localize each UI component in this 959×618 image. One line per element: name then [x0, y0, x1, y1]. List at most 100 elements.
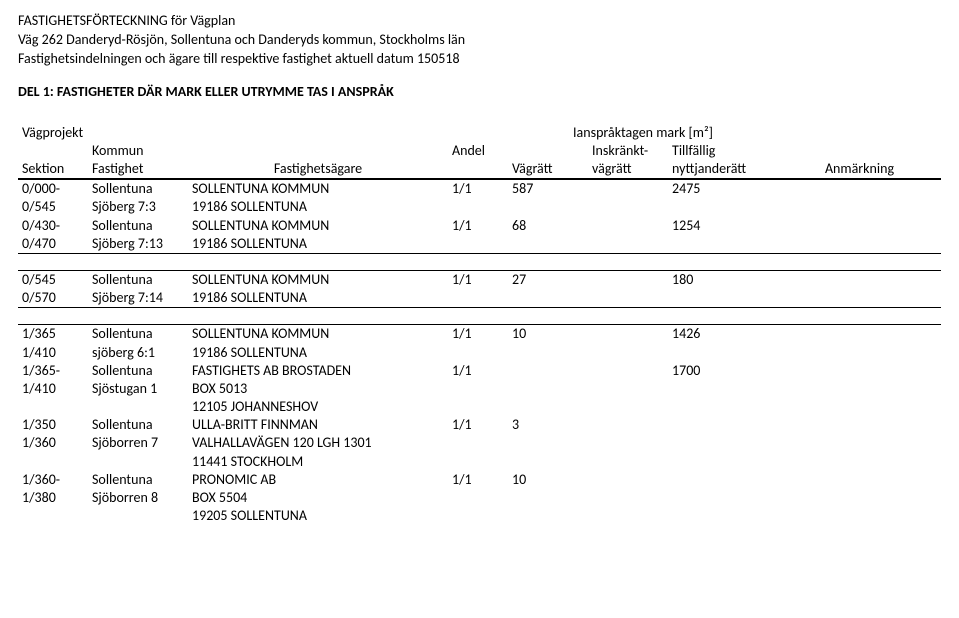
cell-owner: SOLLENTUNA KOMMUN: [188, 180, 448, 198]
cell-tillfallig: [668, 471, 778, 489]
hdr-sektion: Sektion: [18, 160, 88, 179]
hdr-vagratt: Vägrätt: [508, 160, 588, 179]
cell-sektion: 1/350: [18, 416, 88, 434]
cell-owner: 11441 STOCKHOLM: [188, 453, 448, 471]
cell-anmarkning: [778, 217, 941, 235]
cell-owner: 19186 SOLLENTUNA: [188, 289, 448, 308]
cell-andel: [448, 344, 508, 362]
table-row: 1/360-SollentunaPRONOMIC AB1/110: [18, 471, 941, 489]
cell-anmarkning: [778, 271, 941, 289]
cell-anmarkning: [778, 198, 941, 216]
cell-owner: PRONOMIC AB: [188, 471, 448, 489]
cell-tillfallig: [668, 198, 778, 216]
cell-anmarkning: [778, 453, 941, 471]
cell-kommun-fastighet: Sjöborren 7: [88, 434, 188, 452]
cell-anmarkning: [778, 398, 941, 416]
table-row: 1/365SollentunaSOLLENTUNA KOMMUN1/110142…: [18, 325, 941, 343]
cell-inskrankt: [588, 325, 668, 343]
cell-kommun-fastighet: Sollentuna: [88, 362, 188, 380]
cell-vagratt: 587: [508, 180, 588, 198]
cell-inskrankt: [588, 471, 668, 489]
cell-kommun-fastighet: Sollentuna: [88, 325, 188, 343]
cell-kommun-fastighet: Sollentuna: [88, 217, 188, 235]
table-row: 0/545SollentunaSOLLENTUNA KOMMUN1/127180: [18, 271, 941, 289]
cell-tillfallig: [668, 489, 778, 507]
table-row: 0/570Sjöberg 7:1419186 SOLLENTUNA: [18, 289, 941, 308]
cell-tillfallig: [668, 344, 778, 362]
cell-owner: VALHALLAVÄGEN 120 LGH 1301: [188, 434, 448, 452]
cell-andel: 1/1: [448, 271, 508, 289]
cell-andel: 1/1: [448, 217, 508, 235]
hdr-andel: Andel: [448, 142, 508, 160]
cell-vagratt: [508, 289, 588, 308]
cell-sektion: 0/000-: [18, 180, 88, 198]
cell-vagratt: [508, 507, 588, 525]
cell-inskrankt: [588, 416, 668, 434]
table-row: 19205 SOLLENTUNA: [18, 507, 941, 525]
cell-inskrankt: [588, 289, 668, 308]
cell-owner: 19205 SOLLENTUNA: [188, 507, 448, 525]
cell-andel: [448, 489, 508, 507]
cell-kommun-fastighet: [88, 398, 188, 416]
group-1-table: 0/545SollentunaSOLLENTUNA KOMMUN1/127180…: [18, 270, 941, 308]
cell-owner: BOX 5504: [188, 489, 448, 507]
cell-kommun-fastighet: Sjöborren 8: [88, 489, 188, 507]
cell-owner: SOLLENTUNA KOMMUN: [188, 217, 448, 235]
cell-kommun-fastighet: Sollentuna: [88, 416, 188, 434]
cell-andel: [448, 434, 508, 452]
cell-tillfallig: [668, 416, 778, 434]
table-row: 0/545Sjöberg 7:319186 SOLLENTUNA: [18, 198, 941, 216]
cell-andel: 1/1: [448, 471, 508, 489]
cell-inskrankt: [588, 271, 668, 289]
cell-owner: ULLA-BRITT FINNMAN: [188, 416, 448, 434]
cell-tillfallig: [668, 453, 778, 471]
cell-vagratt: 27: [508, 271, 588, 289]
table-row: 1/380Sjöborren 8BOX 5504: [18, 489, 941, 507]
cell-tillfallig: [668, 434, 778, 452]
cell-owner: 19186 SOLLENTUNA: [188, 198, 448, 216]
cell-andel: [448, 507, 508, 525]
cell-andel: [448, 398, 508, 416]
hdr-vagprojekt: Vägprojekt: [18, 124, 88, 142]
cell-anmarkning: [778, 235, 941, 254]
cell-sektion: 1/410: [18, 380, 88, 398]
table-row: 12105 JOHANNESHOV: [18, 398, 941, 416]
cell-inskrankt: [588, 453, 668, 471]
cell-kommun-fastighet: [88, 507, 188, 525]
cell-sektion: [18, 398, 88, 416]
cell-vagratt: 68: [508, 217, 588, 235]
cell-anmarkning: [778, 325, 941, 343]
cell-anmarkning: [778, 344, 941, 362]
cell-owner: SOLLENTUNA KOMMUN: [188, 271, 448, 289]
cell-sektion: [18, 507, 88, 525]
cell-andel: 1/1: [448, 416, 508, 434]
cell-owner: SOLLENTUNA KOMMUN: [188, 325, 448, 343]
cell-anmarkning: [778, 471, 941, 489]
table-row: 1/350SollentunaULLA-BRITT FINNMAN1/13: [18, 416, 941, 434]
cell-anmarkning: [778, 380, 941, 398]
cell-anmarkning: [778, 507, 941, 525]
cell-inskrankt: [588, 434, 668, 452]
cell-tillfallig: 1254: [668, 217, 778, 235]
page-root: FASTIGHETSFÖRTECKNING för Vägplan Väg 26…: [0, 0, 959, 525]
cell-vagratt: [508, 198, 588, 216]
cell-sektion: 1/360: [18, 434, 88, 452]
cell-kommun-fastighet: sjöberg 6:1: [88, 344, 188, 362]
hdr-fastighet: Fastighet: [88, 160, 188, 179]
cell-kommun-fastighet: Sjöberg 7:13: [88, 235, 188, 254]
cell-anmarkning: [778, 434, 941, 452]
cell-inskrankt: [588, 217, 668, 235]
cell-andel: 1/1: [448, 362, 508, 380]
group-1-body: 0/545SollentunaSOLLENTUNA KOMMUN1/127180…: [18, 271, 941, 308]
cell-vagratt: [508, 362, 588, 380]
table-row: 1/410Sjöstugan 1BOX 5013: [18, 380, 941, 398]
hdr-inskrankt-bot: vägrätt: [588, 160, 668, 179]
cell-sektion: 0/470: [18, 235, 88, 254]
cell-kommun-fastighet: [88, 453, 188, 471]
cell-owner: 19186 SOLLENTUNA: [188, 344, 448, 362]
doc-subtitle-1: Väg 262 Danderyd-Rösjön, Sollentuna och …: [18, 31, 941, 50]
cell-andel: [448, 289, 508, 308]
cell-andel: [448, 380, 508, 398]
hdr-mark: Ianspråktagen mark [m²]: [508, 124, 778, 142]
cell-sektion: 0/570: [18, 289, 88, 308]
